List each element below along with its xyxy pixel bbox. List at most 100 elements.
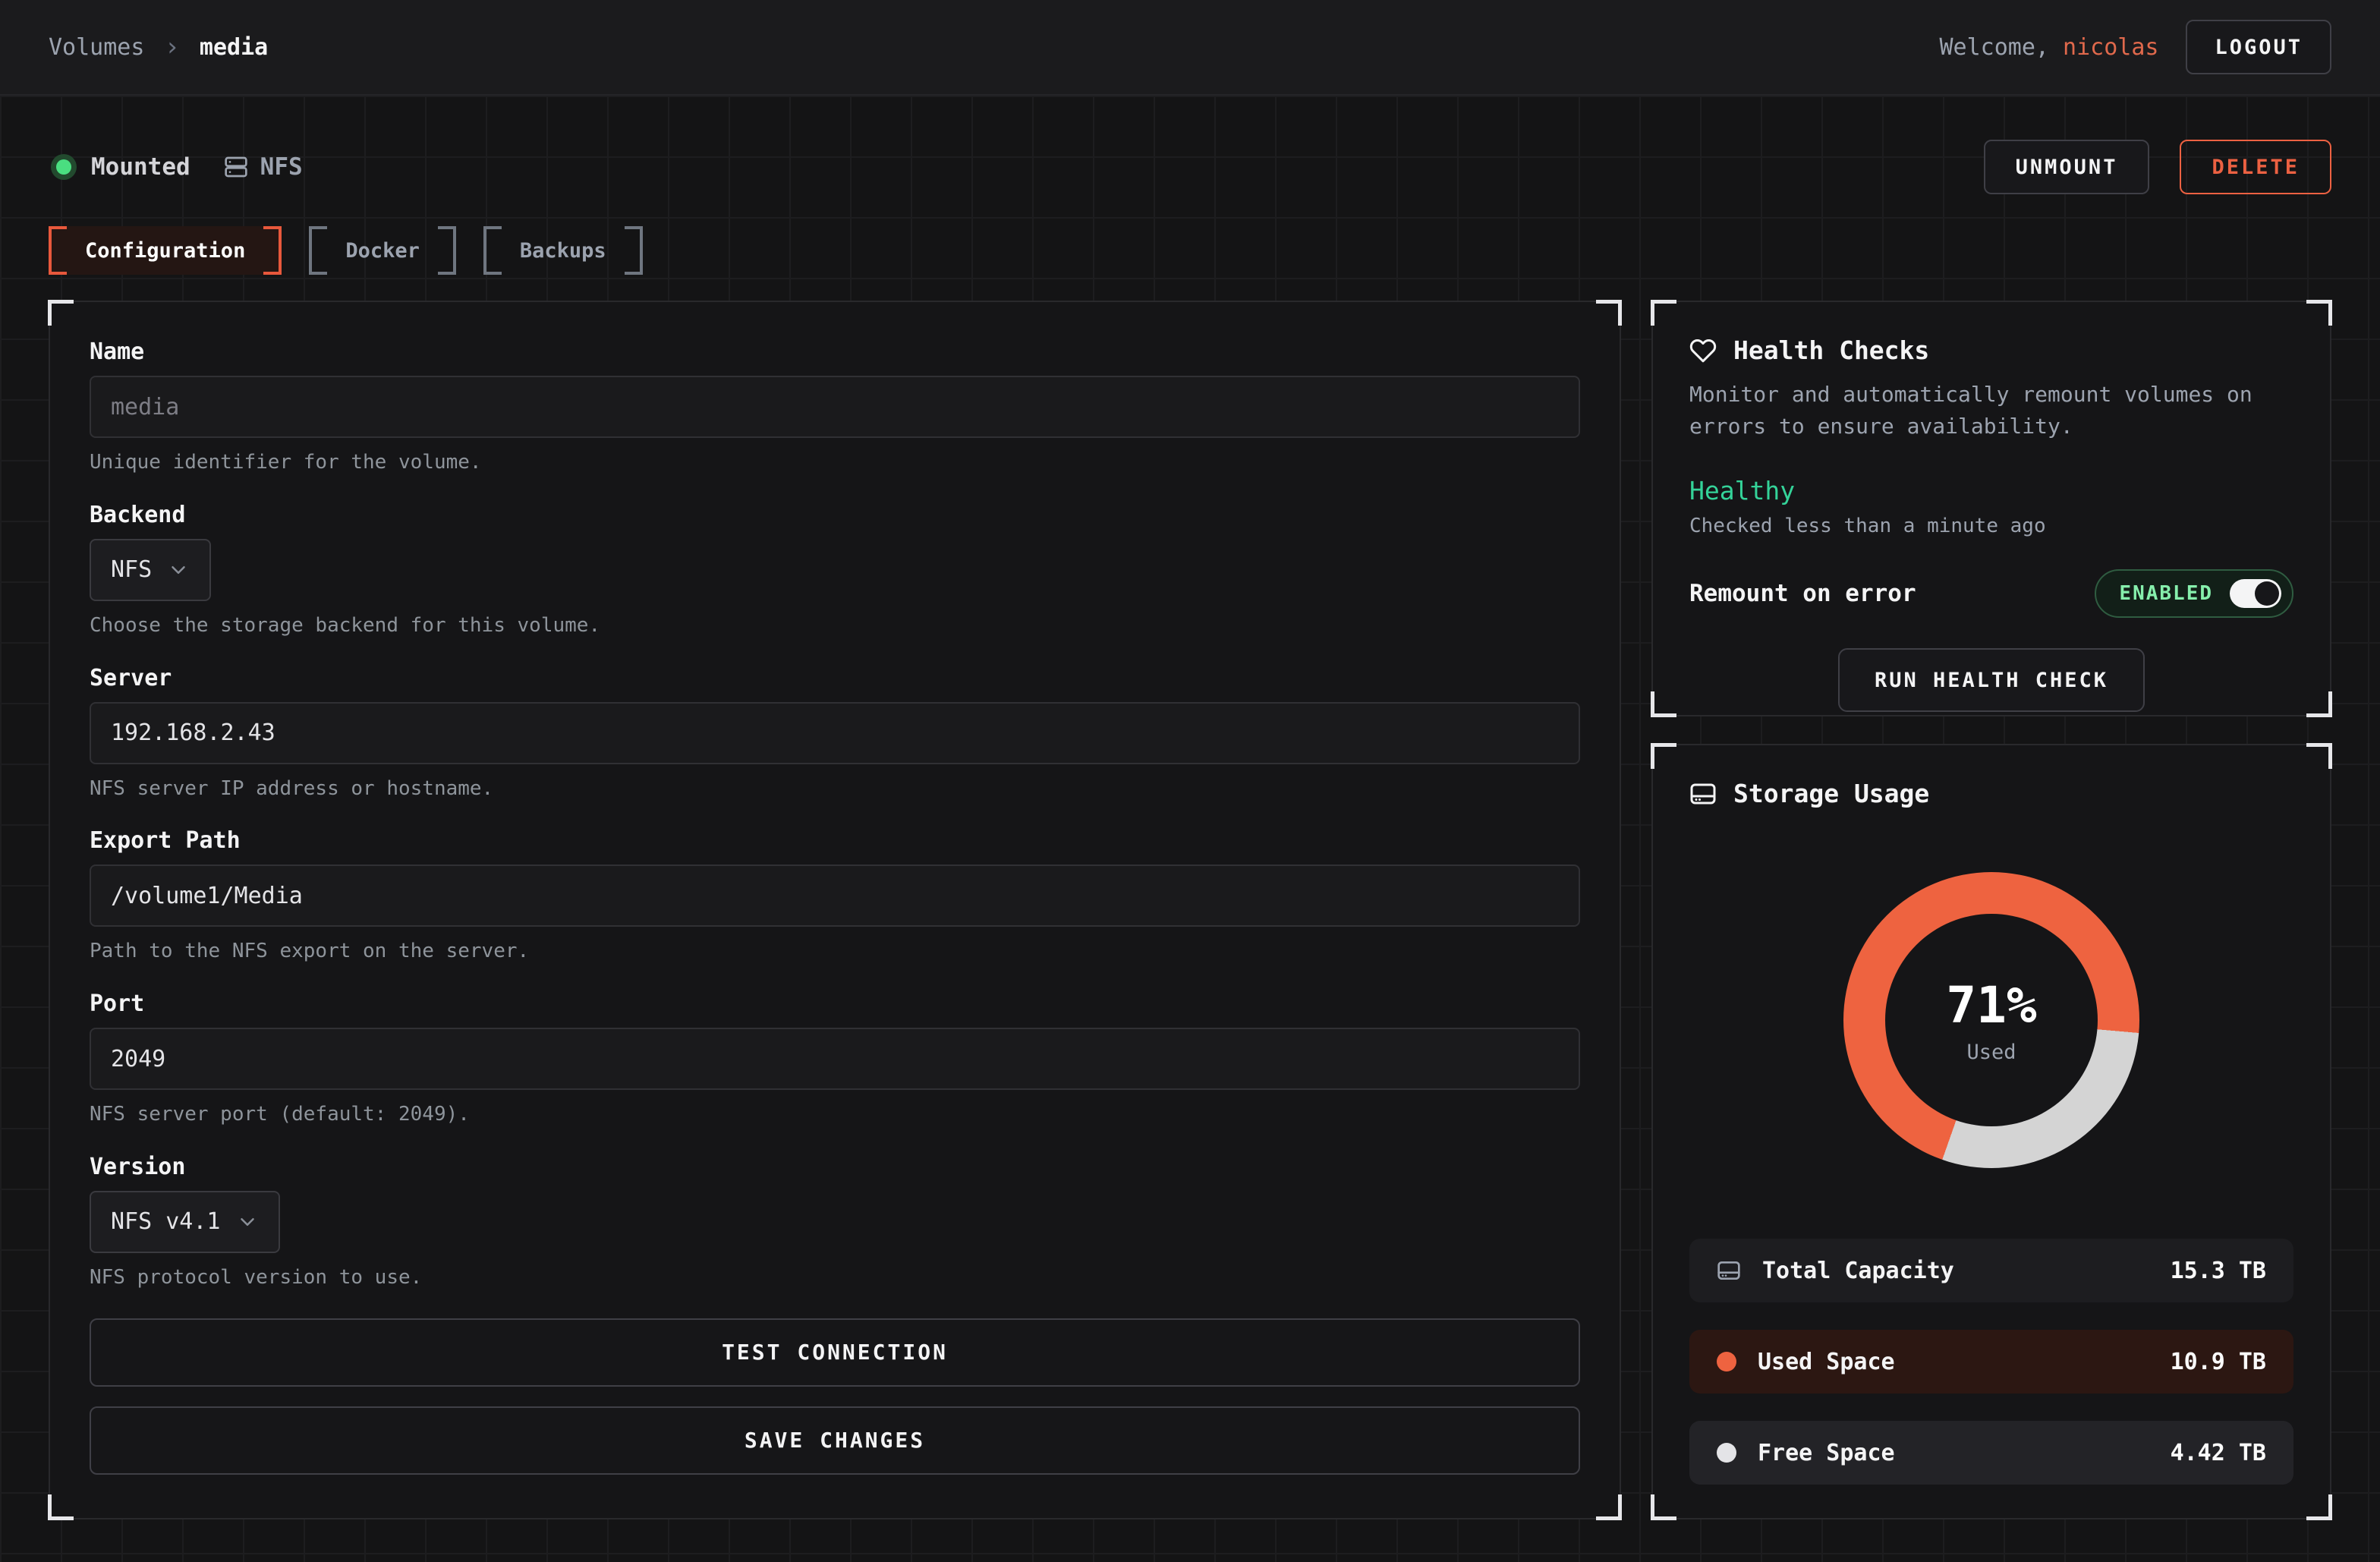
name-label: Name bbox=[90, 339, 145, 365]
export-path-input[interactable] bbox=[90, 864, 1580, 927]
version-label: Version bbox=[90, 1153, 186, 1180]
unmount-button[interactable]: UNMOUNT bbox=[1983, 140, 2150, 194]
storage-row-label: Free Space bbox=[1758, 1439, 1895, 1466]
breadcrumb-separator: › bbox=[164, 32, 180, 62]
save-changes-button[interactable]: SAVE CHANGES bbox=[90, 1406, 1580, 1475]
storage-rows: Total Capacity 15.3 TB Used Space 10.9 T… bbox=[1689, 1239, 2293, 1485]
chevron-down-icon bbox=[172, 565, 185, 574]
remount-on-error-label: Remount on error bbox=[1689, 580, 1916, 607]
export-path-label: Export Path bbox=[90, 827, 241, 855]
server-stack-icon bbox=[224, 156, 247, 178]
storage-row-free-space: Free Space 4.42 TB bbox=[1689, 1421, 2293, 1485]
chevron-down-icon bbox=[240, 1217, 254, 1226]
corner-bracket bbox=[1651, 300, 1676, 326]
server-label: Server bbox=[90, 664, 172, 691]
health-panel-title: Health Checks bbox=[1689, 335, 2293, 365]
remount-on-error-row: Remount on error ENABLED bbox=[1689, 569, 2293, 618]
backend-select[interactable]: NFS bbox=[90, 538, 212, 601]
storage-percent-value: 71% bbox=[1946, 976, 2037, 1035]
storage-donut-wrap: 71% Used bbox=[1843, 872, 2139, 1168]
port-input[interactable] bbox=[90, 1028, 1580, 1091]
storage-usage-panel: Storage Usage 71% Used Total Capacity 15… bbox=[1651, 743, 2332, 1520]
corner-bracket bbox=[48, 300, 74, 326]
name-helper: Unique identifier for the volume. bbox=[90, 451, 482, 474]
delete-button[interactable]: DELETE bbox=[2180, 140, 2331, 194]
corner-bracket bbox=[2306, 743, 2332, 769]
health-description: Monitor and automatically remount volume… bbox=[1689, 382, 2252, 439]
topbar: Volumes › media Welcome, nicolas LOGOUT bbox=[0, 0, 2380, 96]
heart-icon bbox=[1689, 339, 1717, 362]
corner-bracket bbox=[2306, 300, 2332, 326]
free-space-legend-dot bbox=[1717, 1443, 1736, 1463]
storage-row-value: 4.42 TB bbox=[2170, 1439, 2266, 1466]
storage-row-value: 15.3 TB bbox=[2170, 1257, 2266, 1284]
tab-backups[interactable]: Backups bbox=[483, 226, 643, 275]
port-helper: NFS server port (default: 2049). bbox=[90, 1103, 470, 1126]
corner-bracket bbox=[2306, 691, 2332, 717]
name-input[interactable] bbox=[90, 376, 1580, 438]
storage-panel-title-text: Storage Usage bbox=[1733, 779, 1930, 808]
page-content: Mounted NFS UNMOUNT DELETE Configuration… bbox=[0, 140, 2380, 1520]
health-checks-panel: Health Checks Monitor and automatically … bbox=[1651, 300, 2332, 717]
version-field-group: Version NFS v4.1 NFS protocol version to… bbox=[90, 1154, 1580, 1291]
health-last-checked: Checked less than a minute ago bbox=[1689, 515, 2046, 537]
username: nicolas bbox=[2063, 33, 2159, 61]
logout-button[interactable]: LOGOUT bbox=[2186, 20, 2331, 74]
breadcrumb-volumes-link[interactable]: Volumes bbox=[49, 33, 145, 61]
tabs: Configuration Docker Backups bbox=[49, 226, 2331, 275]
remount-toggle[interactable]: ENABLED bbox=[2095, 569, 2293, 618]
corner-bracket bbox=[48, 1494, 74, 1520]
configuration-panel: Name Unique identifier for the volume. B… bbox=[48, 300, 1622, 1520]
version-select[interactable]: NFS v4.1 bbox=[90, 1190, 280, 1253]
corner-bracket bbox=[1651, 1494, 1676, 1520]
corner-bracket bbox=[1651, 743, 1676, 769]
volume-status-row: Mounted NFS UNMOUNT DELETE bbox=[49, 140, 2331, 194]
test-connection-button[interactable]: TEST CONNECTION bbox=[90, 1318, 1580, 1387]
used-space-legend-dot bbox=[1717, 1352, 1736, 1371]
mounted-status-dot bbox=[56, 159, 71, 175]
breadcrumb: Volumes › media bbox=[49, 32, 268, 62]
storage-row-value: 10.9 TB bbox=[2170, 1348, 2266, 1375]
tab-docker[interactable]: Docker bbox=[309, 226, 456, 275]
hard-drive-icon bbox=[1690, 783, 1716, 804]
health-panel-title-text: Health Checks bbox=[1733, 335, 1930, 365]
remount-toggle-knob bbox=[2255, 581, 2279, 606]
corner-bracket bbox=[2306, 1494, 2332, 1520]
storage-row-total-capacity: Total Capacity 15.3 TB bbox=[1689, 1239, 2293, 1302]
backend-field-group: Backend NFS Choose the storage backend f… bbox=[90, 502, 1580, 639]
status-actions: UNMOUNT DELETE bbox=[1983, 140, 2331, 194]
export-path-helper: Path to the NFS export on the server. bbox=[90, 940, 530, 963]
right-column: Health Checks Monitor and automatically … bbox=[1651, 300, 2332, 1520]
corner-bracket bbox=[1596, 300, 1622, 326]
hard-drive-icon bbox=[1717, 1261, 1740, 1280]
name-field-group: Name Unique identifier for the volume. bbox=[90, 339, 1580, 476]
backend-chip: NFS bbox=[224, 153, 303, 181]
corner-bracket bbox=[1651, 691, 1676, 717]
form-actions: TEST CONNECTION SAVE CHANGES bbox=[90, 1318, 1580, 1475]
storage-donut-center: 71% Used bbox=[1885, 914, 2098, 1126]
storage-percent-label: Used bbox=[1966, 1041, 2016, 1064]
version-select-value: NFS v4.1 bbox=[111, 1208, 221, 1236]
backend-select-value: NFS bbox=[111, 556, 153, 584]
run-health-check-button[interactable]: RUN HEALTH CHECK bbox=[1837, 648, 2145, 712]
tab-configuration[interactable]: Configuration bbox=[49, 226, 282, 275]
corner-bracket bbox=[1596, 1494, 1622, 1520]
server-field-group: Server NFS server IP address or hostname… bbox=[90, 665, 1580, 802]
welcome-text: Welcome, nicolas bbox=[1939, 33, 2159, 61]
server-input[interactable] bbox=[90, 701, 1580, 764]
backend-helper: Choose the storage backend for this volu… bbox=[90, 613, 601, 637]
storage-row-label: Used Space bbox=[1758, 1348, 1895, 1375]
main-area: Name Unique identifier for the volume. B… bbox=[48, 300, 2332, 1520]
storage-panel-title: Storage Usage bbox=[1689, 779, 2293, 808]
export-path-field-group: Export Path Path to the NFS export on th… bbox=[90, 827, 1580, 965]
port-label: Port bbox=[90, 990, 145, 1018]
version-helper: NFS protocol version to use. bbox=[90, 1265, 423, 1289]
port-field-group: Port NFS server port (default: 2049). bbox=[90, 990, 1580, 1128]
remount-toggle-switch bbox=[2230, 579, 2281, 608]
breadcrumb-current-page: media bbox=[199, 33, 269, 61]
server-helper: NFS server IP address or hostname. bbox=[90, 776, 494, 800]
storage-row-label: Total Capacity bbox=[1762, 1257, 1954, 1284]
storage-row-used-space: Used Space 10.9 TB bbox=[1689, 1330, 2293, 1394]
health-status-value: Healthy bbox=[1689, 476, 1796, 505]
topbar-right: Welcome, nicolas LOGOUT bbox=[1939, 20, 2331, 74]
